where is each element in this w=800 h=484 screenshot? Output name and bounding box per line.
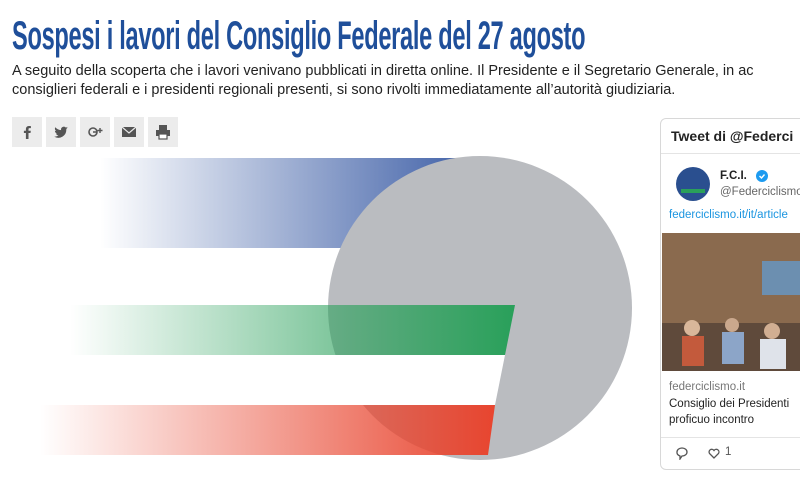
share-facebook[interactable] xyxy=(12,117,42,147)
article-image xyxy=(40,156,632,460)
card-domain: federciclismo.it xyxy=(669,381,746,393)
article-title: Sospesi i lavori del Consiglio Federale … xyxy=(12,14,586,58)
red-band xyxy=(40,405,495,455)
share-email[interactable] xyxy=(114,117,144,147)
lead-text: consiglieri federali e i presidenti regi… xyxy=(12,82,676,98)
icon xyxy=(23,126,31,139)
white-band xyxy=(60,355,505,405)
card-title: proficuo incontro xyxy=(669,414,755,426)
like-count: 1 xyxy=(725,446,732,458)
icon xyxy=(121,126,137,137)
verified-badge xyxy=(756,170,768,182)
tweet-link[interactable]: federciclismo.it/it/article xyxy=(669,209,788,221)
reply-icon[interactable] xyxy=(675,446,689,460)
icon xyxy=(88,127,103,137)
divider xyxy=(661,437,800,438)
lead-text: A seguito della scoperta che i lavori ve… xyxy=(12,63,754,79)
like-icon[interactable] xyxy=(707,446,721,460)
tweet-embed[interactable]: Tweet di @Federci F.C.I. @Federciclismo … xyxy=(660,118,800,470)
tweet-name: F.C.I. xyxy=(720,170,747,182)
divider xyxy=(661,153,800,154)
avatar xyxy=(676,167,710,201)
card-photo xyxy=(662,233,800,371)
card-title: Consiglio dei Presidenti xyxy=(669,398,790,410)
green-band xyxy=(70,305,515,355)
share-twitter[interactable] xyxy=(46,117,76,147)
icon xyxy=(156,125,170,140)
icon xyxy=(54,126,68,138)
share-print[interactable] xyxy=(148,117,178,147)
tweet-header: Tweet di @Federci xyxy=(671,128,794,144)
share-googleplus[interactable] xyxy=(80,117,110,147)
tweet-handle: @Federciclismo xyxy=(720,186,800,198)
